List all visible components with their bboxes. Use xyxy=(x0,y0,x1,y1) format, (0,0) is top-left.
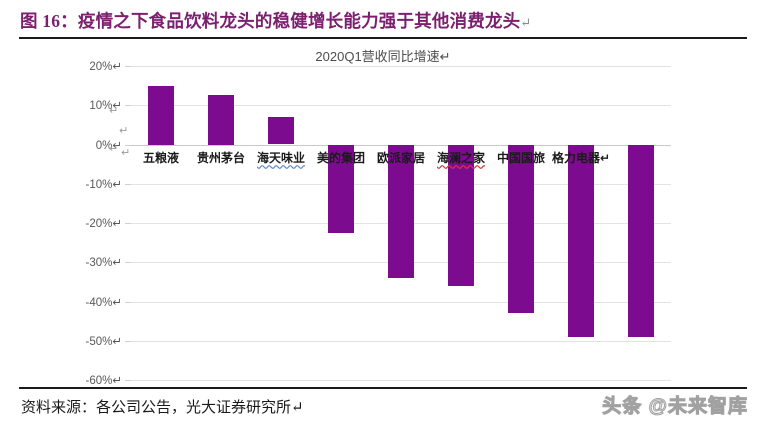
bar-欧派家居 xyxy=(388,144,414,278)
bar-unlabeled xyxy=(628,144,654,337)
bar-中国国旅 xyxy=(508,144,534,314)
gridline--50 xyxy=(131,340,671,342)
gridline-10 xyxy=(131,105,671,107)
figure-caption: 图 16：疫情之下食品饮料龙头的稳健增长能力强于其他消费龙头↵ xyxy=(20,8,531,33)
figure-label: 图 16： xyxy=(20,11,78,31)
y-tick--30 xyxy=(125,262,131,264)
x-axis-label-0: 五粮液 xyxy=(142,150,180,165)
y-tick--50 xyxy=(125,340,131,342)
y-axis-label: -30%↵ xyxy=(85,257,122,270)
chart-plot-area: 20%↵ 10%↵ 0%↵ -10%↵ -20%↵ -30%↵ -40%↵ -50%↵ -60%… xyxy=(86,61,671,387)
y-axis-label: 20%↵ xyxy=(89,61,122,73)
bar-贵州茅台 xyxy=(208,95,234,145)
x-axis-label-5: 海澜之家 xyxy=(436,150,486,165)
y-tick--60 xyxy=(125,380,131,381)
bar-海天味业 xyxy=(268,117,294,145)
paragraph-mark-icon: ↵ xyxy=(119,125,129,137)
gridline--60 xyxy=(131,380,671,381)
y-tick--20 xyxy=(125,223,131,224)
paragraph-mark-icon: ↵ xyxy=(121,147,131,159)
y-axis-label: 0%↵ xyxy=(95,139,122,152)
gridline--40 xyxy=(131,301,671,303)
y-axis-label: -10%↵ xyxy=(85,178,122,191)
paragraph-mark-icon: ↵ xyxy=(520,15,532,30)
bar-海澜之家 xyxy=(448,144,474,286)
paragraph-mark-icon: ↵ xyxy=(109,105,119,117)
watermark: 头条 @未来智库 xyxy=(602,396,748,418)
y-axis-label: -50%↵ xyxy=(85,335,122,348)
y-tick--40 xyxy=(125,301,131,303)
paragraph-mark-icon: ↵ xyxy=(109,143,119,155)
x-axis-label-7: 格力电器↵ xyxy=(551,150,611,165)
bar-格力电器 xyxy=(568,144,594,337)
x-axis-label-1: 贵州茅台 xyxy=(196,150,246,165)
x-axis-label-4: 欧派家居 xyxy=(376,150,426,165)
y-tick--10 xyxy=(125,183,131,185)
x-axis-label-2: 海天味业 xyxy=(256,150,306,165)
source-note: 资料来源：各公司公告，光大证券研究所↵ xyxy=(21,400,304,416)
chart-title: 2020Q1营收同比增速↵ xyxy=(315,49,451,64)
y-axis-label: -40%↵ xyxy=(85,296,122,309)
y-axis-label: -60%↵ xyxy=(85,375,122,387)
y-axis-label: -20%↵ xyxy=(85,218,122,230)
y-tick-20 xyxy=(125,66,131,67)
x-axis-label-3: 美的集团 xyxy=(316,150,366,165)
bar-美的集团 xyxy=(328,144,354,233)
y-tick-0 xyxy=(125,144,131,146)
y-axis-label: 10%↵ xyxy=(89,100,122,113)
y-tick-10 xyxy=(125,105,131,107)
divider-top xyxy=(19,37,747,39)
bar-五粮液 xyxy=(148,85,174,145)
divider-bottom xyxy=(19,387,747,389)
x-axis-label-6: 中国国旅 xyxy=(496,150,546,165)
figure-caption-text: 疫情之下食品饮料龙头的稳健增长能力强于其他消费龙头 xyxy=(77,11,521,31)
gridline-20 xyxy=(131,66,671,67)
